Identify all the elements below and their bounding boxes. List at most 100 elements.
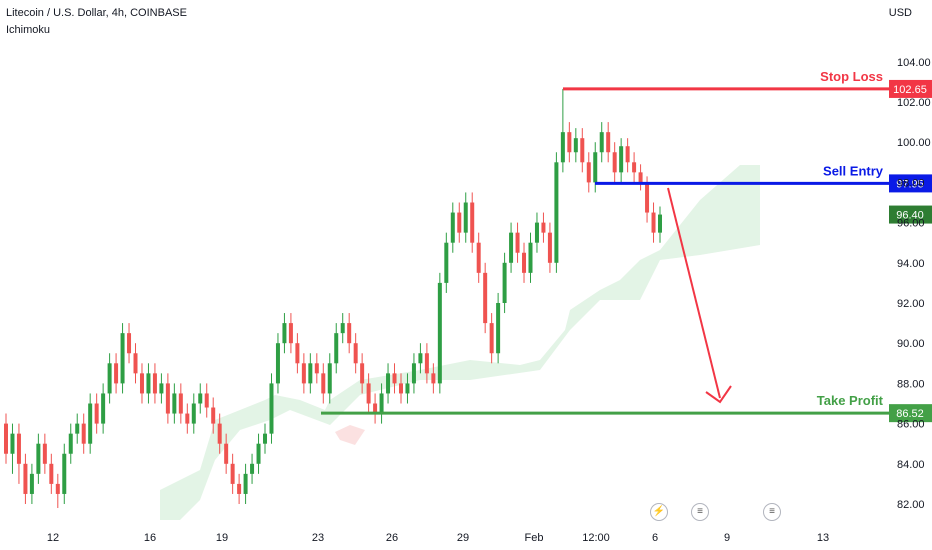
y-tick-label: 98.00 bbox=[897, 177, 925, 189]
candle-body bbox=[418, 353, 423, 364]
candle-body bbox=[658, 214, 662, 233]
x-tick-label: 19 bbox=[216, 532, 228, 544]
candle-body bbox=[114, 363, 119, 384]
y-tick-label: 92.00 bbox=[897, 298, 925, 310]
candle-body bbox=[457, 212, 462, 233]
candle-body bbox=[217, 423, 222, 444]
candle-body bbox=[625, 146, 630, 163]
us-flag-icon[interactable]: ≡ bbox=[763, 503, 781, 521]
candle-body bbox=[651, 212, 656, 233]
candle-body bbox=[619, 146, 624, 173]
symbol-title[interactable]: Litecoin / U.S. Dollar, 4h, COINBASE bbox=[6, 7, 187, 19]
take-profit-label: Take Profit bbox=[817, 393, 884, 408]
candle-body bbox=[127, 333, 132, 354]
candle-body bbox=[599, 132, 604, 153]
candle-body bbox=[509, 232, 514, 263]
y-tick-label: 90.00 bbox=[897, 338, 925, 350]
stop-loss-label: Stop Loss bbox=[820, 69, 883, 84]
y-tick-label: 96.00 bbox=[897, 218, 925, 230]
candles bbox=[4, 88, 662, 509]
candle-body bbox=[224, 443, 229, 464]
candle-body bbox=[198, 393, 203, 404]
candle-body bbox=[502, 262, 507, 303]
x-tick-label: Feb bbox=[525, 532, 544, 544]
candle-body bbox=[463, 202, 468, 233]
candle-body bbox=[55, 483, 60, 494]
currency-label: USD bbox=[888, 7, 912, 19]
candle-body bbox=[398, 383, 403, 394]
y-tick-label: 84.00 bbox=[897, 459, 925, 471]
candle-body bbox=[243, 473, 248, 494]
candle-body bbox=[327, 363, 332, 394]
candle-body bbox=[133, 353, 138, 374]
candle-body bbox=[476, 242, 481, 273]
projection-arrowhead bbox=[705, 385, 732, 404]
candle-body bbox=[211, 407, 216, 424]
candle-body bbox=[386, 373, 391, 394]
candle-body bbox=[560, 132, 565, 163]
candle-body bbox=[366, 383, 371, 404]
candle-body bbox=[347, 323, 352, 344]
candle-body bbox=[23, 463, 28, 494]
candle-body bbox=[101, 393, 106, 424]
candle-body bbox=[16, 433, 21, 464]
candle-body bbox=[483, 272, 488, 324]
candle-body bbox=[165, 383, 170, 414]
candle-body bbox=[645, 182, 650, 213]
candle-body bbox=[146, 373, 151, 394]
candle-body bbox=[120, 333, 125, 384]
y-tick-label: 86.00 bbox=[897, 419, 925, 431]
lightning-icon[interactable]: ⚡ bbox=[650, 503, 668, 521]
candle-body bbox=[308, 363, 313, 384]
ichimoku-cloud-bull bbox=[160, 165, 760, 520]
candle-body bbox=[489, 323, 494, 354]
candle-body bbox=[528, 242, 533, 273]
us-flag-icon[interactable]: ≡ bbox=[691, 503, 709, 521]
candle-body bbox=[159, 383, 164, 394]
candle-body bbox=[288, 323, 293, 344]
candle-body bbox=[606, 132, 611, 153]
y-tick-label: 104.00 bbox=[897, 57, 931, 69]
candle-body bbox=[547, 232, 552, 263]
candle-body bbox=[392, 373, 397, 384]
take-profit-price-text: 86.52 bbox=[896, 408, 924, 420]
candle-body bbox=[10, 433, 15, 454]
candle-body bbox=[573, 138, 578, 153]
stop-loss-price-text: 102.65 bbox=[893, 84, 927, 96]
candle-body bbox=[301, 363, 306, 384]
last-price-tag bbox=[889, 205, 932, 224]
candle-body bbox=[178, 393, 183, 414]
candle-body bbox=[470, 202, 475, 243]
ichimoku-cloud-bear bbox=[335, 425, 365, 445]
candle-body bbox=[515, 232, 520, 253]
candle-body bbox=[314, 363, 319, 374]
candle-body bbox=[444, 242, 449, 283]
indicator-label[interactable]: Ichimoku bbox=[6, 24, 51, 36]
candle-body bbox=[353, 343, 358, 364]
price-axis: 104.00 102.00 100.00 98.00 96.00 94.00 92.00 90… bbox=[897, 57, 931, 511]
projection-arrow bbox=[667, 187, 721, 399]
candle-body bbox=[437, 282, 442, 384]
x-tick-label: 26 bbox=[386, 532, 398, 544]
x-tick-label: 9 bbox=[724, 532, 730, 544]
candle-body bbox=[522, 252, 527, 273]
y-tick-label: 88.00 bbox=[897, 378, 925, 390]
candle-body bbox=[75, 423, 80, 434]
candle-body bbox=[450, 212, 455, 243]
candle-body bbox=[250, 463, 255, 474]
candle-body bbox=[411, 363, 416, 384]
trade-levels: Stop Loss 102.65 Sell Entry 97.95 Take Profi… bbox=[321, 69, 932, 423]
candle-body bbox=[139, 373, 144, 394]
candle-body bbox=[405, 383, 410, 394]
candle-body bbox=[256, 443, 261, 464]
candle-body bbox=[612, 152, 617, 173]
candle-body bbox=[275, 343, 280, 384]
y-tick-label: 94.00 bbox=[897, 258, 925, 270]
candle-body bbox=[580, 138, 585, 163]
candle-body bbox=[632, 162, 637, 173]
candle-body bbox=[295, 343, 300, 364]
candle-body bbox=[4, 423, 8, 454]
last-price-text: 96.40 bbox=[896, 210, 924, 222]
sell-entry-price-text: 97.95 bbox=[896, 178, 924, 190]
